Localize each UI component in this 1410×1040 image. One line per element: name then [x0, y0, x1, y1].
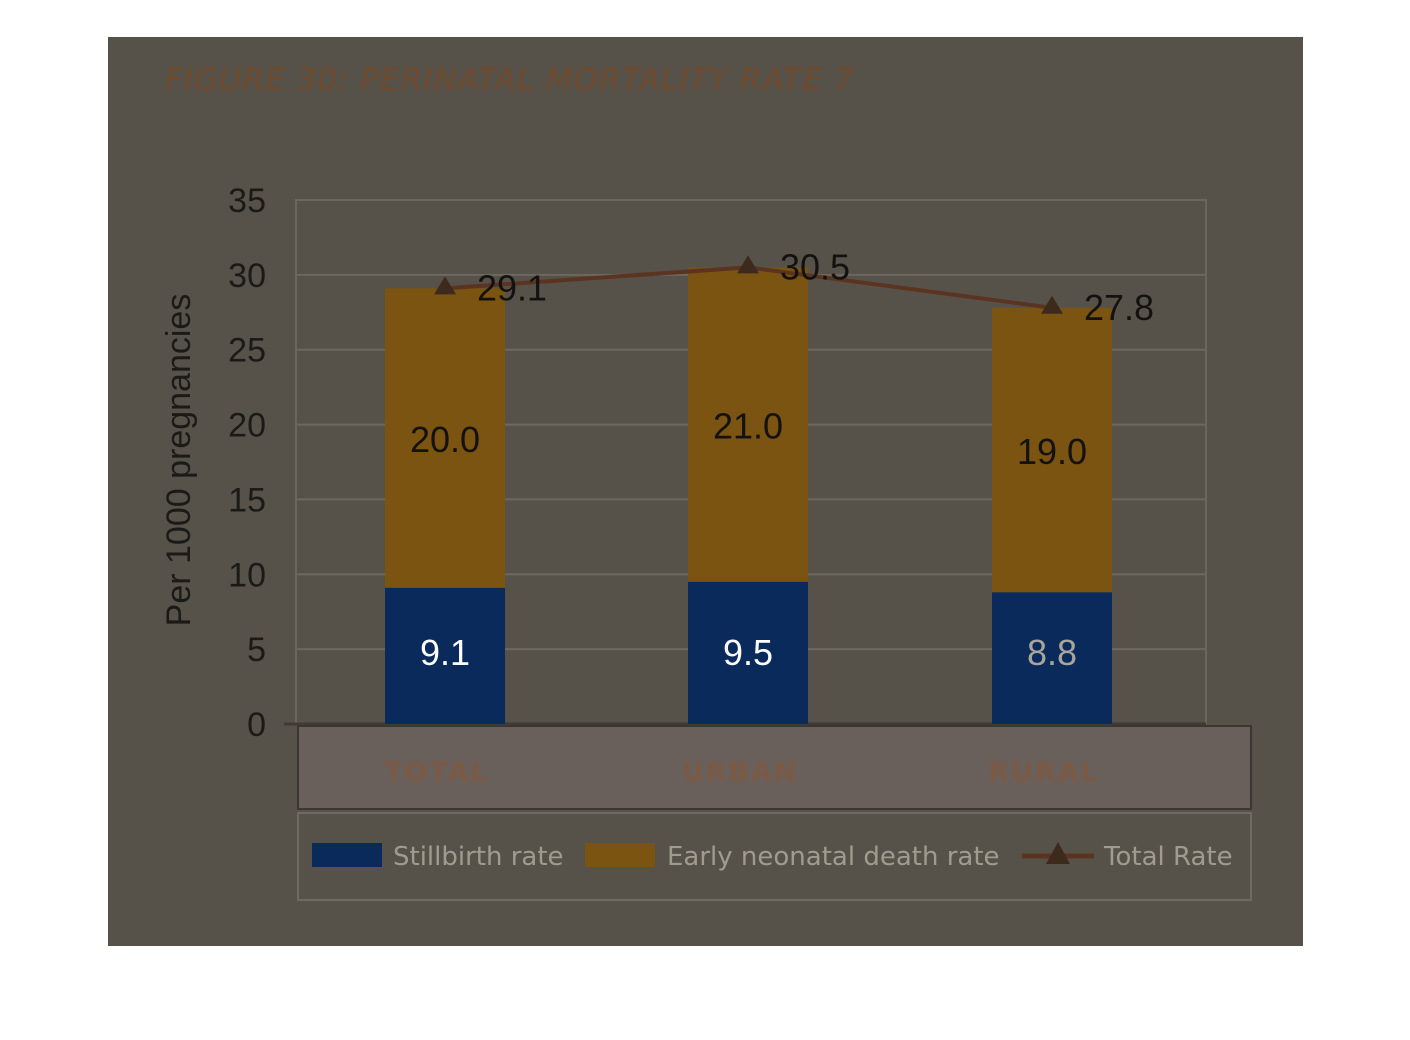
category-label: TOTAL [384, 757, 490, 788]
bar-early-neonatal [688, 267, 808, 582]
category-band [297, 725, 1252, 810]
legend-swatch-early-neonatal [585, 843, 655, 867]
total-rate-data-label: 29.1 [477, 267, 547, 308]
bar-early-neonatal [992, 307, 1112, 593]
y-tick-label: 35 [228, 182, 266, 220]
early-neonatal-data-label: 21.0 [713, 406, 783, 447]
total-rate-data-label: 30.5 [780, 246, 850, 287]
y-tick-label: 0 [247, 706, 266, 744]
total-rate-marker [434, 276, 456, 295]
bar-stillbirth [688, 581, 808, 724]
figure-title: FIGURE 30: PERINATAL MORTALITY RATE 7 [165, 62, 855, 98]
bar-early-neonatal [385, 288, 505, 588]
y-tick-label: 15 [228, 481, 266, 519]
stillbirth-data-label: 8.8 [1027, 632, 1077, 673]
stillbirth-data-label: 9.1 [420, 632, 470, 673]
y-tick-label: 30 [228, 257, 266, 295]
stillbirth-data-label: 9.5 [723, 632, 773, 673]
legend-label-early-neonatal: Early neonatal death rate [667, 842, 1000, 872]
legend-marker-total-rate [1046, 842, 1070, 864]
early-neonatal-data-label: 20.0 [410, 419, 480, 460]
early-neonatal-data-label: 19.0 [1017, 431, 1087, 472]
category-label: RURAL [988, 757, 1100, 788]
legend-label-stillbirth: Stillbirth rate [393, 842, 564, 872]
total-rate-data-label: 27.8 [1084, 287, 1154, 328]
bar-stillbirth [992, 592, 1112, 724]
total-rate-marker [737, 255, 759, 274]
y-tick-label: 25 [228, 332, 266, 370]
y-axis-title: Per 1000 pregnancies [160, 294, 198, 627]
legend-swatch-stillbirth [312, 843, 382, 867]
legend-label-total-rate: Total Rate [1103, 842, 1233, 872]
y-tick-label: 20 [228, 407, 266, 445]
y-tick-label: 10 [228, 556, 266, 594]
y-tick-label: 5 [247, 631, 266, 669]
total-rate-marker [1041, 295, 1063, 314]
category-label: URBAN [682, 757, 799, 788]
bar-stillbirth [385, 587, 505, 724]
